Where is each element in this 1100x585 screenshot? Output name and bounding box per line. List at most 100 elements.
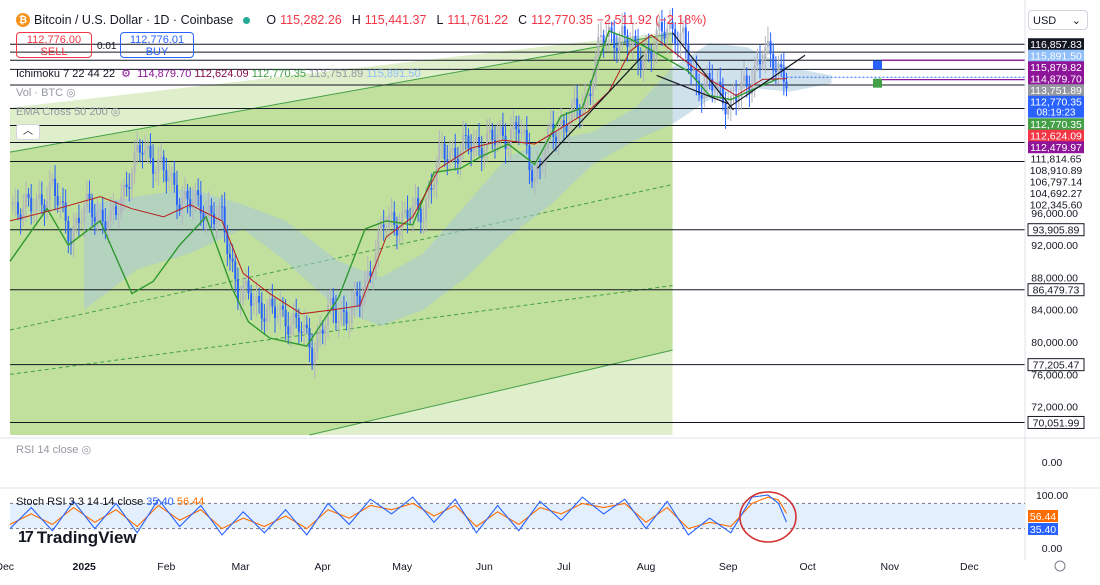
y-tick-label-2: 88,000.00 [1031, 272, 1078, 284]
sell-price: 112,776.00 [26, 34, 82, 46]
price-label-bg [1027, 358, 1085, 372]
price-label-text: 112,770.35 [1030, 97, 1082, 109]
trendline-rising [536, 54, 644, 169]
price-label-16: 77,205.47 [1027, 358, 1085, 372]
chevron-down-icon: ⌄ [1071, 15, 1081, 27]
stoch-label-text: 35.40 [1030, 524, 1056, 536]
trendline-falling [672, 32, 734, 111]
buy-price: 112,776.01 [129, 34, 185, 46]
price-label-bg [1027, 223, 1085, 237]
stoch-band [10, 503, 1025, 529]
ichimoku-label: Ichimoku 7 22 44 22 [16, 68, 116, 80]
stoch-k-value: 35.40 [146, 496, 174, 508]
market-open-dot-icon [243, 16, 251, 24]
x-tick-label-11: Nov [880, 561, 899, 573]
price-label-0: 116,857.83 [1028, 38, 1084, 51]
price-label-13: 102,345.60 [1030, 200, 1083, 212]
x-tick-label-7: Jul [557, 561, 570, 573]
alert-marker-icon [873, 60, 882, 70]
volume-legend[interactable]: Vol · BTC ◎ [16, 86, 76, 99]
low-key: L [436, 13, 444, 27]
sell-button[interactable]: 112,776.00 SELL [16, 32, 92, 58]
low-value: 111,761.22 [447, 13, 509, 27]
ema-legend[interactable]: EMA Cross 50 200 ◎ [16, 105, 120, 118]
ichimoku-lagging-line [9, 30, 779, 347]
close-value: 112,770.35 [531, 13, 593, 27]
price-label-bg [1028, 141, 1084, 154]
stoch-legend[interactable]: Stoch RSI 3 3 14 14 close 35.40 56.44 [16, 496, 204, 508]
stoch-label-bg [1028, 510, 1058, 522]
stoch-label-bg [1028, 523, 1058, 535]
stoch-d-value: 56.44 [176, 496, 205, 508]
price-label-text: 108,910.89 [1030, 165, 1083, 177]
price-label-11: 106,797.14 [1030, 177, 1083, 189]
y-tick-label-0: 96,000.00 [1031, 208, 1078, 220]
channel-inner-fill [10, 33, 673, 435]
eye-hidden-icon[interactable]: ◎ [66, 87, 76, 99]
x-tick-label-3: Mar [232, 561, 251, 573]
x-tick-label-5: May [392, 561, 413, 573]
price-label-text: 112,624.09 [1030, 131, 1082, 143]
collapse-legend-button[interactable]: ︿ [16, 124, 40, 140]
spread-value: 0.01 [97, 41, 117, 52]
change-value: −2,511.92 (−2.18%) [596, 13, 707, 27]
eye-hidden-icon[interactable]: ◎ [110, 106, 121, 118]
stoch-k-line [9, 494, 788, 536]
settings-icon[interactable]: ⚙ [121, 68, 132, 80]
x-tick-label-8: Aug [637, 561, 656, 573]
price-label-6: 112,770.35 [1028, 118, 1084, 131]
x-tick-label-2: Feb [157, 561, 175, 573]
channel-mid-line [9, 184, 673, 331]
ichimoku-base-line [9, 34, 787, 315]
ichimoku-value-2: 112,624.09 [194, 68, 249, 80]
ichimoku-legend[interactable]: Ichimoku 7 22 44 22 ⚙ 114,879.70 112,624… [16, 67, 421, 80]
trendline-wedge-lower [727, 54, 806, 109]
buy-button[interactable]: 112,776.01 BUY [120, 32, 194, 58]
price-label-text: 106,797.14 [1030, 177, 1083, 189]
price-label-text: 112,770.35 [1030, 119, 1082, 131]
currency-select[interactable]: USD ⌄ [1028, 10, 1088, 30]
high-key: H [351, 13, 361, 27]
ichimoku-value-5: 115,891.50 [366, 68, 421, 80]
price-label-text: 104,692.27 [1030, 188, 1083, 200]
price-label-text: 70,051.99 [1033, 417, 1080, 429]
rsi-legend[interactable]: RSI 14 close ◎ [16, 443, 91, 456]
price-label-bg [1028, 61, 1084, 74]
x-tick-label-10: Oct [800, 561, 816, 573]
high-value: 115,441.37 [364, 13, 427, 27]
y-tick-label-4: 80,000.00 [1031, 337, 1078, 349]
price-label-bg [1028, 84, 1084, 97]
stoch-y-tick-0: 100.00 [1036, 490, 1068, 502]
sell-label: SELL [40, 46, 68, 58]
stoch-y-tick-1: 0.00 [1042, 543, 1063, 555]
price-label-bg [1028, 129, 1084, 142]
symbol-title[interactable]: Bitcoin / U.S. Dollar · 1D · Coinbase [34, 13, 234, 27]
price-label-text: 111,814.65 [1031, 154, 1082, 166]
price-label-bg [1028, 72, 1084, 85]
price-label-3: 114,879.70 [1028, 72, 1084, 86]
price-label-2: 115,879.82 [1028, 61, 1084, 74]
price-label-12: 104,692.27 [1030, 188, 1083, 200]
tradingview-logo[interactable]: 17 TradingView [18, 528, 137, 548]
currency-value: USD [1033, 15, 1057, 27]
price-label-text: 115,879.82 [1030, 62, 1082, 74]
price-label-bg [1028, 118, 1084, 131]
price-label-text: 114,879.70 [1030, 74, 1082, 86]
price-label-text: 116,857.83 [1030, 39, 1082, 51]
x-tick-label-4: Apr [315, 561, 332, 573]
price-label-bg [1028, 95, 1084, 118]
price-label-text: 115,891.50 [1030, 51, 1082, 63]
ichimoku-value-3: 112,770.35 [251, 68, 306, 80]
eye-hidden-icon[interactable]: ◎ [81, 444, 92, 456]
stoch-label: Stoch RSI 3 3 14 14 close [16, 496, 144, 508]
x-tick-label-6: Jun [476, 561, 493, 573]
price-label-bg [1028, 38, 1084, 51]
x-tick-label-9: Sep [719, 561, 738, 573]
trendline-wedge-upper [656, 74, 729, 105]
rsi-label: RSI 14 close [16, 444, 79, 456]
volume-label: Vol · BTC [16, 87, 64, 99]
y-tick-label-5: 76,000.00 [1031, 369, 1078, 381]
price-label-bg [1027, 283, 1085, 297]
